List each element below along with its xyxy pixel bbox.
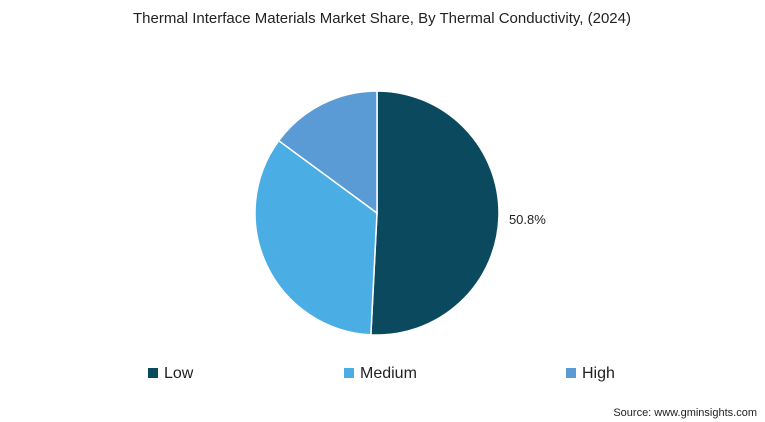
pie-slice <box>277 90 378 215</box>
pie-slice <box>254 139 378 336</box>
legend-swatch <box>566 368 576 378</box>
pie-slice <box>370 90 500 336</box>
chart-title: Thermal Interface Materials Market Share… <box>133 10 631 27</box>
legend-label: Medium <box>360 365 417 382</box>
legend-label: Low <box>164 365 194 382</box>
legend-swatch <box>148 368 158 378</box>
source: Source: www.gminsights.com <box>613 407 757 419</box>
legend-label: High <box>582 365 615 382</box>
data-label: 50.8% <box>509 212 546 227</box>
legend-swatch <box>344 368 354 378</box>
